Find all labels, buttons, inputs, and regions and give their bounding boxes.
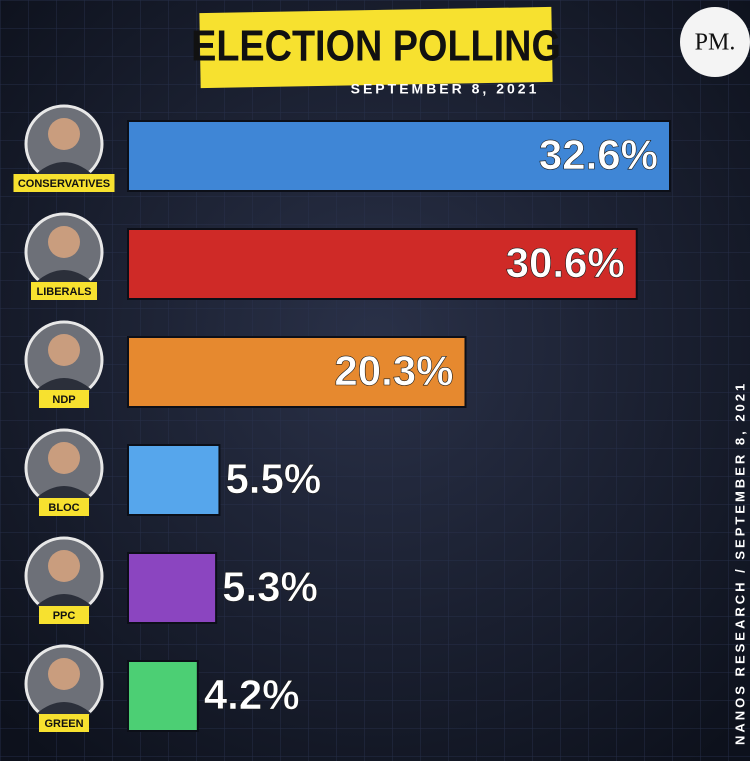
category-label: NDP (52, 394, 75, 406)
title-box (199, 6, 553, 89)
category-box (39, 714, 89, 732)
logo-circle (680, 7, 750, 77)
bar (127, 660, 199, 732)
bar (127, 336, 467, 408)
avatar-head (48, 118, 80, 150)
avatar-body (36, 270, 92, 282)
category-box (13, 174, 115, 192)
bar (127, 444, 221, 516)
chart-subtitle: SEPTEMBER 8, 2021 (351, 81, 540, 97)
avatar-head (48, 658, 80, 690)
avatar-body (36, 378, 92, 390)
avatar-body (36, 702, 92, 714)
bar (127, 228, 638, 300)
value-label: 30.6% (506, 239, 625, 286)
category-label: GREEN (44, 718, 83, 730)
category-label: BLOC (48, 502, 79, 514)
category-label: PPC (53, 610, 76, 622)
avatar-body (36, 594, 92, 606)
value-label: 5.3% (222, 563, 318, 610)
avatar-head (48, 442, 80, 474)
value-label: 20.3% (334, 347, 453, 394)
category-box (39, 498, 89, 516)
avatar-body (36, 162, 92, 174)
value-label: 5.5% (225, 455, 321, 502)
category-box (39, 390, 89, 408)
avatar-head (48, 226, 80, 258)
bar (127, 552, 218, 624)
value-label: 4.2% (204, 671, 300, 718)
logo: PM. (695, 30, 736, 56)
chart-title: ELECTION POLLING (191, 21, 561, 70)
source-note: NANOS RESEARCH / SEPTEMBER 8, 2021 (732, 381, 747, 745)
bar (127, 120, 671, 192)
category-label: CONSERVATIVES (18, 178, 110, 190)
avatar-head (48, 550, 80, 582)
value-label: 32.6% (539, 131, 658, 178)
category-box (39, 606, 89, 624)
avatar-body (36, 486, 92, 498)
category-box (31, 282, 97, 300)
category-label: LIBERALS (37, 286, 92, 298)
avatar-head (48, 334, 80, 366)
